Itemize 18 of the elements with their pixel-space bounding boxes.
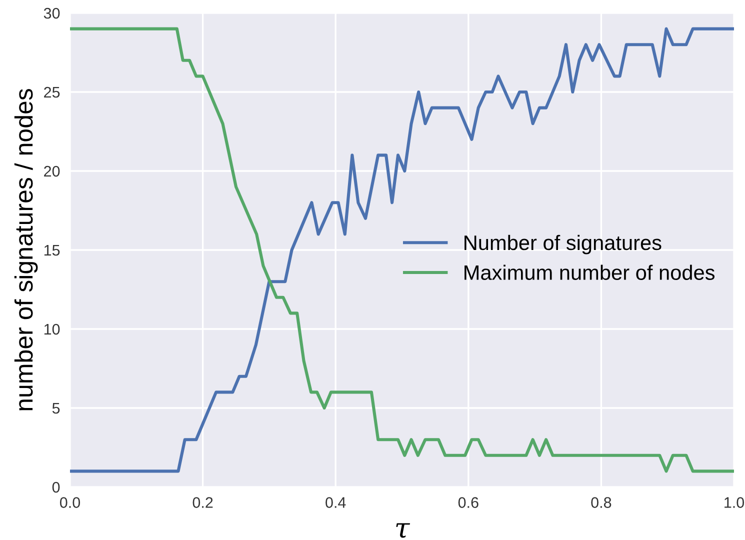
y-tick-label: 15 [44,245,60,256]
x-tick-label: 0.8 [591,497,612,508]
y-axis-title: number of signatures / nodes [14,88,38,410]
x-tick-label: 0.2 [192,497,213,508]
x-tick-label: 1.0 [724,497,744,508]
line-series [70,27,734,473]
legend-label: Number of signatures [464,234,662,254]
x-tick-label: 0.4 [326,497,346,508]
x-tick-label: 0.0 [60,497,80,508]
y-tick-label: 0 [52,482,60,493]
x-tick-label: 0.6 [458,497,478,508]
y-tick-label: 30 [44,8,60,19]
x-axis-title: τ [396,523,410,538]
y-tick-label: 25 [44,86,60,98]
y-tick-label: 20 [44,166,60,177]
y-tick-label: 5 [52,403,60,414]
legend-label: Maximum number of nodes [464,264,715,280]
y-tick-label: 10 [44,324,60,335]
